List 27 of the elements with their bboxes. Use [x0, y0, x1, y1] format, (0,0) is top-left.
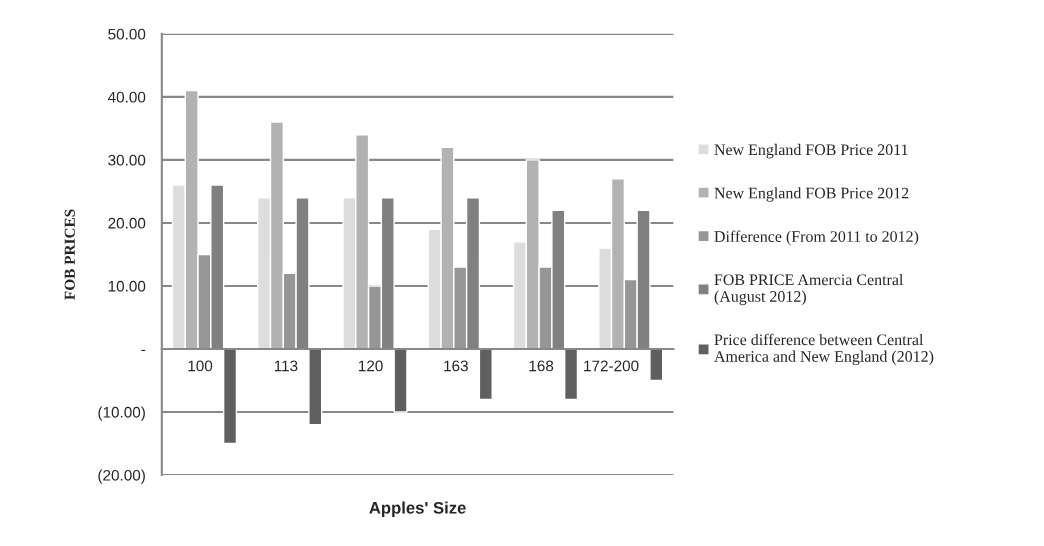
y-axis-title: FOB PRICES [64, 209, 75, 300]
y-tick-label: 30.00 [108, 154, 146, 166]
y-tick-label: 20.00 [108, 217, 146, 229]
bar [393, 348, 408, 413]
legend-label: Difference (From 2011 to 2012) [714, 230, 919, 246]
bar [563, 348, 579, 401]
x-tick-label: 120 [358, 360, 383, 372]
y-tick-label: (20.00) [98, 469, 145, 484]
y-tick-label: (10.00) [98, 406, 145, 421]
x-tick-label: 168 [529, 360, 554, 372]
bar [308, 348, 323, 426]
x-tick-label: 163 [444, 360, 468, 372]
y-tick-label: - [141, 349, 146, 352]
x-axis-title: Apples' Size [369, 501, 466, 518]
x-tick-label: 113 [274, 360, 298, 372]
bar [478, 348, 493, 401]
y-tick-label: 10.00 [108, 280, 146, 292]
y-tick-label: 40.00 [107, 91, 146, 103]
bar [222, 348, 238, 445]
y-tick-label: 50.00 [108, 28, 146, 40]
legend-label: Price difference between Central America and New England (2012) [714, 333, 934, 366]
legend-label: New England FOB Price 2011 [714, 143, 908, 159]
x-tick-label: 100 [188, 360, 213, 372]
bar [649, 348, 664, 382]
legend-label: FOB PRICE Amercia Central (August 2012) [714, 273, 904, 306]
legend-label: New England FOB Price 2012 [714, 187, 909, 202]
x-tick-label: 172-200 [584, 360, 639, 372]
